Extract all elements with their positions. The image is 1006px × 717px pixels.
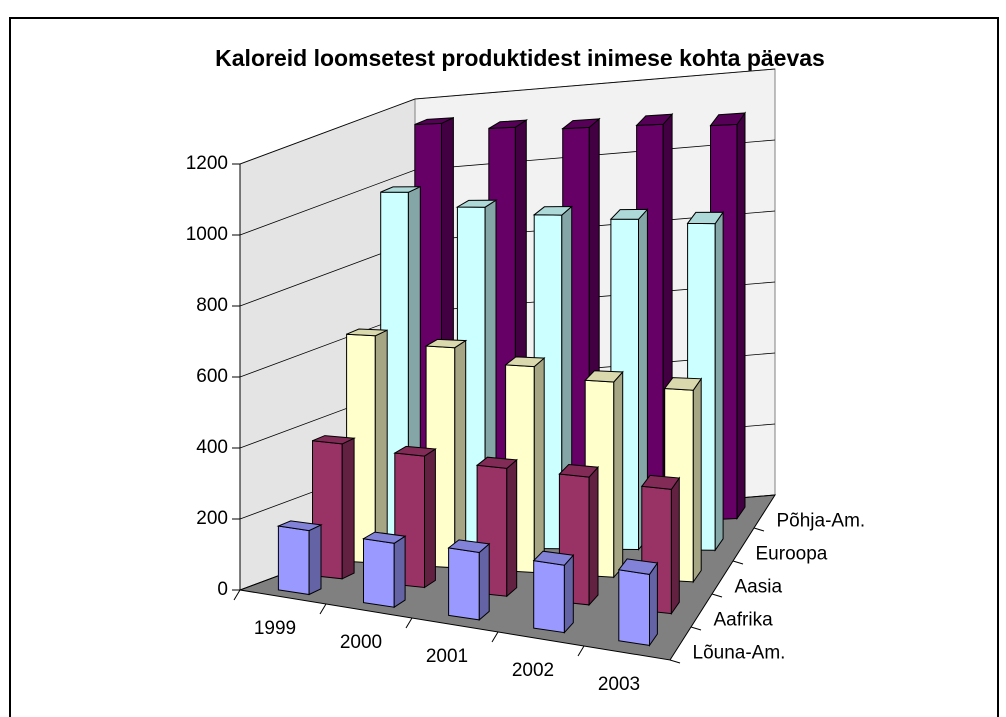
bar-top — [424, 338, 468, 349]
bar — [532, 550, 575, 634]
bar-top — [414, 117, 454, 125]
depth-tick — [711, 593, 723, 598]
bar — [617, 558, 659, 647]
bar-side — [424, 448, 436, 589]
bar-top — [380, 186, 421, 193]
bar-top — [663, 377, 703, 391]
bar-front — [363, 538, 395, 608]
bar-side — [374, 329, 388, 564]
depth-tick — [753, 527, 765, 532]
bar-side — [588, 465, 599, 607]
chart-title: Kaloreid loomsetest produktidest inimese… — [215, 45, 825, 71]
bar-top — [475, 456, 518, 469]
bar-top — [276, 520, 323, 532]
x-tick — [319, 603, 327, 615]
bar-top — [532, 205, 574, 216]
series-label: Põhja-Am. — [777, 511, 866, 532]
bar — [362, 531, 407, 609]
y-tick-label: 0 — [217, 579, 228, 600]
depth-tick — [690, 626, 702, 631]
x-tick-label: 2002 — [512, 660, 554, 681]
bar-side — [341, 437, 355, 580]
y-tick-label: 1000 — [186, 224, 228, 245]
x-tick — [405, 617, 413, 629]
bar-top — [584, 370, 624, 383]
bar-front — [277, 525, 310, 596]
bar-side — [736, 111, 746, 521]
bar-top — [558, 463, 600, 478]
depth-tick — [669, 659, 681, 664]
bar — [447, 539, 491, 621]
x-tick — [491, 631, 499, 643]
bar-top — [709, 112, 747, 127]
series-label: Aasia — [735, 577, 783, 598]
bar-side — [454, 339, 467, 569]
bar-top — [312, 435, 356, 445]
bar-side — [670, 476, 680, 616]
x-tick-label: 2000 — [340, 632, 382, 653]
bar-side — [563, 553, 574, 634]
bar-top — [447, 539, 491, 554]
grid-line — [239, 68, 776, 165]
x-tick-label: 1999 — [254, 618, 296, 639]
bar-top — [455, 199, 498, 208]
y-tick-label: 200 — [196, 508, 228, 529]
series-label: Aafrika — [714, 610, 774, 631]
x-tick — [233, 589, 241, 601]
bar-side — [308, 524, 322, 596]
series-label: Euroopa — [756, 544, 828, 565]
bar-top — [362, 531, 407, 544]
bar-front — [533, 560, 565, 634]
bar-top — [609, 208, 649, 220]
y-tick-label: 400 — [196, 437, 228, 458]
bar-side — [533, 357, 545, 574]
bar-top — [635, 113, 674, 126]
bar-top — [504, 356, 546, 368]
bar-top — [346, 328, 388, 337]
series-label: Lõuna-Am. — [693, 643, 786, 664]
y-tick-label: 600 — [196, 366, 228, 387]
x-tick — [577, 645, 585, 657]
bar-side — [714, 210, 724, 552]
bar-front — [618, 569, 650, 646]
bar-side — [478, 542, 490, 621]
bar — [276, 520, 323, 596]
bar-top — [488, 119, 529, 129]
bar-side — [613, 370, 624, 579]
bar-top — [393, 445, 437, 457]
bar-top — [532, 550, 575, 566]
bar-top — [686, 211, 725, 225]
x-tick-label: 2003 — [598, 674, 640, 695]
bar-side — [649, 561, 658, 647]
bar-top — [617, 558, 659, 575]
bar-side — [692, 377, 702, 584]
bar-side — [393, 535, 406, 609]
bar-top — [561, 118, 601, 130]
bar-side — [506, 458, 518, 598]
bar-front — [448, 547, 480, 621]
x-tick-label: 2001 — [426, 646, 468, 667]
y-tick-label: 800 — [196, 295, 228, 316]
bar-top — [640, 474, 681, 490]
depth-tick — [732, 560, 744, 565]
y-tick-label: 1200 — [186, 153, 228, 174]
